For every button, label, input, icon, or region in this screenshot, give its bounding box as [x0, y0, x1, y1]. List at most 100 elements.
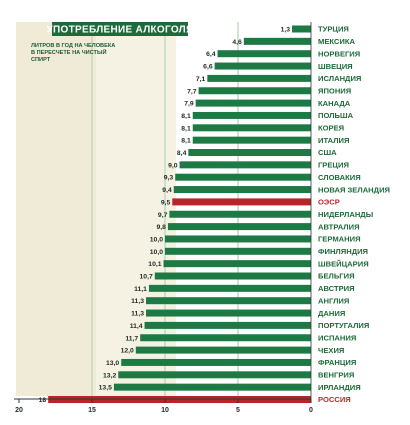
bar-value-label: 11,1	[134, 286, 147, 293]
bar	[243, 37, 311, 45]
chart-subtitle-line-3: СПИРТ	[31, 57, 51, 63]
bar-value-label: 9,7	[158, 212, 168, 219]
bar-value-label: 8,1	[181, 125, 191, 132]
bar	[192, 111, 311, 119]
bar-value-label: 11,7	[125, 335, 138, 342]
bar	[292, 25, 311, 33]
bar	[140, 334, 311, 342]
category-label: НОВАЯ ЗЕЛАНДИЯ	[318, 185, 390, 194]
bar	[167, 223, 311, 231]
bar-value-label: 13,2	[103, 372, 116, 379]
chart-title: УПОТРЕБЛЕНИЕ АЛКОГОЛЯ	[47, 25, 194, 36]
bar-value-label: 9,8	[156, 224, 166, 231]
bar-value-label: 6,6	[203, 64, 213, 71]
bar-value-label: 9,4	[162, 187, 172, 194]
bar	[198, 87, 311, 95]
bar-value-label: 11,4	[130, 323, 143, 330]
bar	[175, 173, 311, 181]
bar-value-label: 18	[39, 397, 47, 404]
category-label: ФРАНЦИЯ	[318, 358, 356, 367]
bar	[113, 383, 312, 391]
category-label: КОРЕЯ	[318, 124, 344, 133]
bar	[172, 198, 311, 206]
bar	[118, 371, 311, 379]
category-label: ГЕРМАНИЯ	[318, 235, 361, 244]
chart-title-group: УПОТРЕБЛЕНИЕ АЛКОГОЛЯ ЛИТРОВ В ГОД НА ЧЕ…	[31, 22, 193, 63]
category-label: ЯПОНИЯ	[318, 86, 351, 95]
category-label: РОССИЯ	[318, 395, 351, 404]
x-tick-label: 10	[161, 407, 169, 414]
category-label: ИРЛАНДИЯ	[318, 383, 361, 392]
bar	[195, 99, 311, 107]
bar	[148, 284, 311, 292]
bar-value-label: 7,1	[196, 76, 206, 83]
bar-value-label: 8,1	[181, 138, 191, 145]
paper-panel-2	[96, 22, 176, 396]
bar	[173, 186, 311, 194]
paper-panel	[16, 22, 96, 396]
category-label: НОРВЕГИЯ	[318, 49, 360, 58]
bar	[146, 297, 311, 305]
x-tick-label: 0	[309, 407, 313, 414]
chart-subtitle-line-2: В ПЕРЕСЧЕТЕ НА ЧИСТЫЙ	[31, 48, 106, 56]
bar-value-label: 13,0	[106, 360, 119, 367]
bar-value-label: 8,4	[177, 150, 187, 157]
category-label: ШВЕЦИЯ	[318, 62, 353, 71]
category-label: БЕЛЬГИЯ	[318, 272, 355, 281]
bar	[192, 136, 311, 144]
bar-value-label: 8,1	[181, 113, 191, 120]
x-tick-label: 15	[88, 407, 96, 414]
category-label: США	[318, 148, 337, 157]
category-label: АНГЛИЯ	[318, 296, 349, 305]
bar-value-label: 6,4	[206, 51, 216, 58]
category-label: ПОРТУГАЛИЯ	[318, 321, 369, 330]
bar	[121, 358, 311, 366]
bar-value-label: 10,0	[150, 249, 163, 256]
category-label: ТУРЦИЯ	[318, 25, 349, 34]
category-label: ДАНИЯ	[318, 309, 345, 318]
bar	[179, 161, 311, 169]
category-label: НИДЕРЛАНДЫ	[318, 210, 373, 219]
bar-value-label: 7,7	[187, 88, 197, 95]
bar-value-label: 11,3	[131, 298, 144, 305]
category-label: ГРЕЦИЯ	[318, 161, 349, 170]
category-label: МЕКСИКА	[318, 37, 356, 46]
chart-body: 1,3 ТУРЦИЯ 4,6 МЕКСИКА 6,4 НОРВЕГИЯ 6,6 ШВЕЦИЯ 7…	[14, 22, 390, 414]
category-label: ИСПАНИЯ	[318, 333, 356, 342]
bar	[144, 321, 311, 329]
category-label: АВСТРИЯ	[318, 284, 355, 293]
category-label: ШВЕЙЦАРИЯ	[318, 259, 369, 268]
bar-value-label: 4,6	[232, 39, 242, 46]
bar	[214, 62, 311, 70]
category-label: СЛОВАКИЯ	[318, 173, 361, 182]
category-label: ВЕНГРИЯ	[318, 371, 354, 380]
bar-value-label: 13,5	[99, 385, 112, 392]
category-label: ПОЛЬША	[318, 111, 354, 120]
bar	[217, 50, 311, 58]
bar	[165, 235, 311, 243]
bar-value-label: 11,3	[131, 311, 144, 318]
category-label: ИСЛАНДИЯ	[318, 74, 361, 83]
x-tick-label: 20	[15, 407, 23, 414]
chart-subtitle-line-1: ЛИТРОВ В ГОД НА ЧЕЛОВЕКА	[31, 43, 115, 49]
bar	[207, 74, 311, 82]
bar	[146, 309, 311, 317]
bar	[163, 260, 311, 268]
title-box	[52, 22, 188, 36]
bar-value-label: 7,9	[184, 101, 194, 108]
bar	[188, 149, 311, 156]
category-label: ИТАЛИЯ	[318, 136, 349, 145]
bar-value-label: 10,7	[140, 274, 153, 281]
category-label: ОЭСР	[318, 198, 340, 207]
bar-value-label: 9,5	[161, 199, 171, 206]
bar-value-label: 12,0	[121, 348, 134, 355]
bar	[192, 124, 311, 132]
bar-value-label: 10,0	[150, 236, 163, 243]
x-tick-label: 5	[236, 407, 240, 414]
bar	[165, 247, 311, 255]
bar	[135, 346, 311, 354]
category-label: ФИНЛЯНДИЯ	[318, 247, 368, 256]
bar	[154, 272, 311, 280]
